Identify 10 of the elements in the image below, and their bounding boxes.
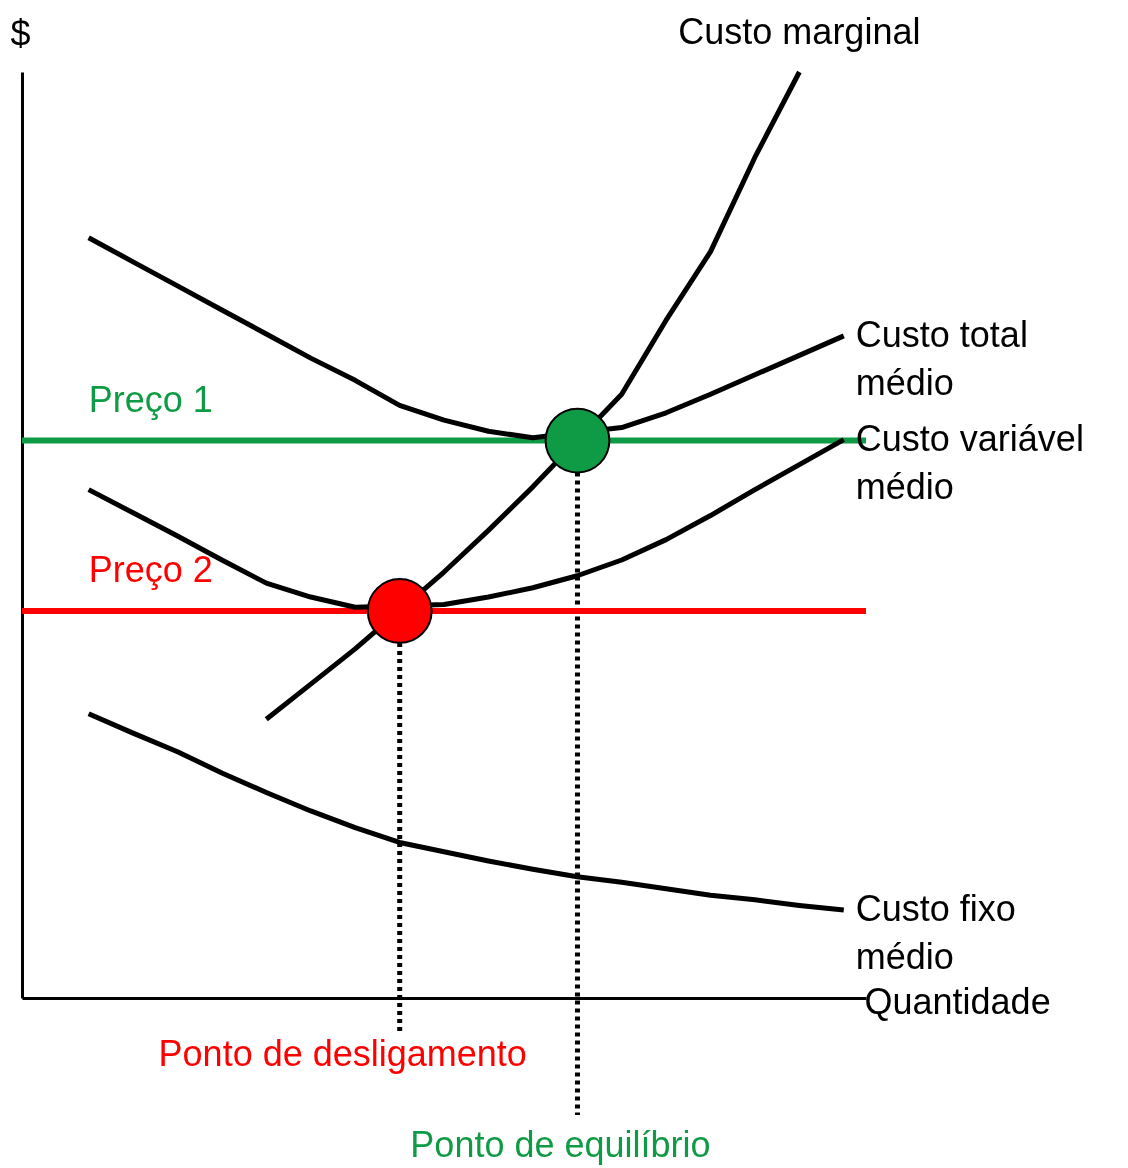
x-axis-title: Quantidade — [864, 980, 1051, 1022]
series-label: Custo total médio — [855, 313, 1028, 403]
series-label: Custo fixo médio — [855, 888, 1016, 978]
series-label: Custo variável médio — [855, 417, 1084, 507]
text: Ponto de desligamento — [158, 1033, 527, 1074]
series-label: Custo marginal — [678, 11, 921, 52]
y-axis-title: $ — [10, 12, 31, 54]
ref-line-label: Preço 1 — [88, 378, 213, 420]
text: Ponto de equilíbrio — [410, 1124, 711, 1165]
ref-line-label: Preço 2 — [88, 548, 213, 590]
